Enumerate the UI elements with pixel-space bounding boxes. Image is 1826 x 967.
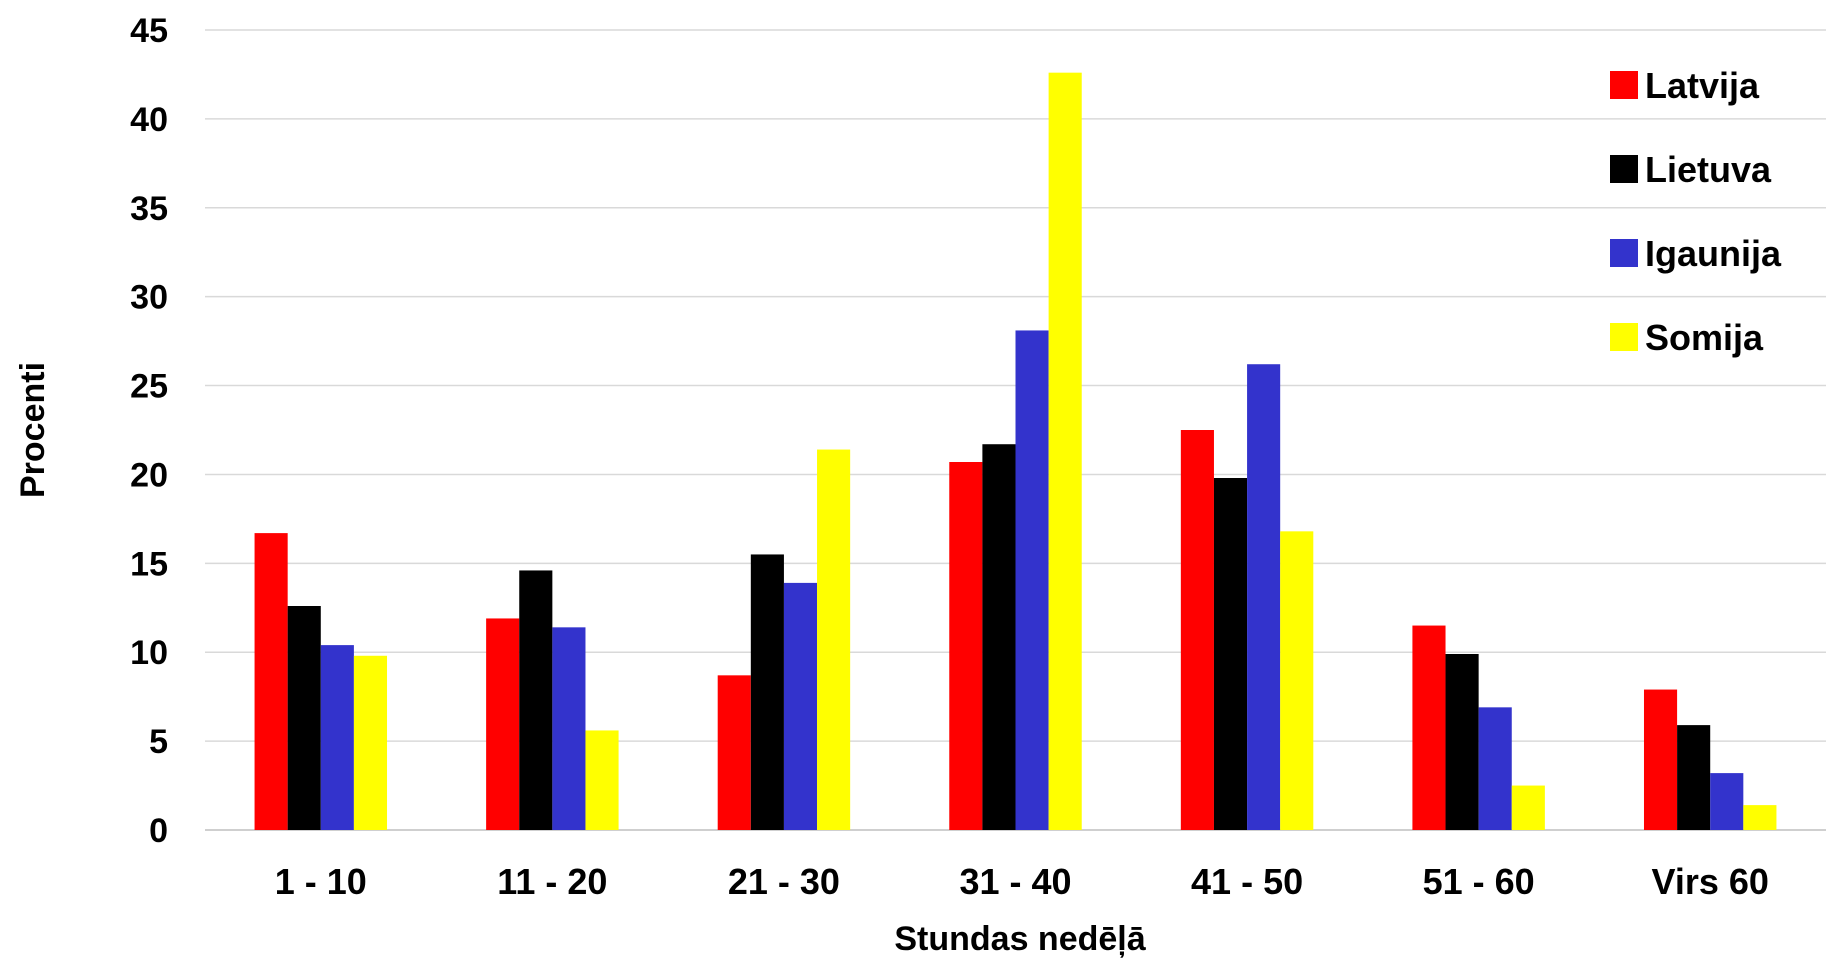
y-axis-label: Procenti — [14, 362, 52, 498]
bar-igaunija-6 — [1478, 707, 1512, 830]
bars — [254, 72, 1777, 830]
bar-somija-1 — [353, 655, 388, 830]
x-tick-label: 11 - 20 — [497, 861, 607, 902]
y-axis-ticks: 0 5 10 15 20 25 30 35 40 45 — [130, 12, 168, 850]
legend-label-igaunija: Igaunija — [1645, 233, 1782, 274]
bar-lietuva-3 — [750, 554, 784, 830]
legend-swatch-lietuva — [1610, 155, 1638, 183]
y-tick-label: 10 — [130, 634, 168, 672]
y-tick-label: 45 — [130, 12, 168, 50]
bar-lietuva-6 — [1445, 654, 1479, 830]
bar-igaunija-1 — [320, 645, 354, 830]
legend-label-latvija: Latvija — [1645, 65, 1760, 106]
y-tick-label: 20 — [130, 456, 168, 494]
y-tick-label: 0 — [149, 812, 168, 850]
bar-somija-4 — [1048, 72, 1082, 830]
bar-igaunija-3 — [783, 582, 818, 830]
bar-latvija-4 — [949, 462, 983, 830]
x-tick-label: 41 - 50 — [1191, 861, 1303, 902]
y-tick-label: 5 — [149, 723, 168, 761]
x-axis-label: Stundas nedēļā — [894, 920, 1146, 958]
bar-igaunija-2 — [552, 627, 586, 830]
y-tick-label: 25 — [130, 368, 168, 406]
y-tick-label: 40 — [130, 101, 168, 139]
bar-somija-2 — [585, 730, 619, 830]
y-tick-label: 15 — [130, 545, 168, 583]
y-tick-label: 30 — [130, 279, 168, 317]
legend-label-lietuva: Lietuva — [1645, 149, 1772, 190]
bar-somija-3 — [817, 449, 851, 830]
legend-label-somija: Somija — [1645, 317, 1764, 358]
bar-latvija-5 — [1180, 430, 1214, 830]
bar-lietuva-4 — [982, 444, 1016, 830]
x-tick-label: Virs 60 — [1651, 861, 1768, 902]
x-tick-label: 51 - 60 — [1423, 861, 1535, 902]
bar-lietuva-5 — [1213, 478, 1248, 830]
bar-igaunija-4 — [1015, 330, 1049, 830]
bar-somija-7 — [1743, 805, 1777, 830]
legend-swatch-igaunija — [1610, 239, 1638, 267]
legend-swatch-latvija — [1610, 71, 1638, 99]
bar-somija-5 — [1280, 531, 1314, 830]
legend: Latvija Lietuva Igaunija Somija — [1610, 65, 1782, 358]
bar-lietuva-1 — [287, 606, 321, 830]
x-axis-ticks: 1 - 10 11 - 20 21 - 30 31 - 40 41 - 50 51 - 6… — [275, 861, 1769, 902]
legend-swatch-somija — [1610, 323, 1638, 351]
bar-lietuva-7 — [1677, 725, 1711, 830]
x-tick-label: 1 - 10 — [275, 861, 367, 902]
bar-latvija-6 — [1412, 625, 1446, 830]
bar-lietuva-2 — [519, 570, 553, 830]
bar-somija-6 — [1511, 785, 1545, 830]
y-tick-label: 35 — [130, 190, 168, 228]
bar-latvija-2 — [486, 618, 520, 830]
bar-latvija-7 — [1643, 689, 1678, 830]
bar-latvija-1 — [254, 533, 288, 830]
x-tick-label: 31 - 40 — [959, 861, 1071, 902]
x-tick-label: 21 - 30 — [728, 861, 840, 902]
bar-igaunija-7 — [1710, 773, 1744, 830]
bar-igaunija-5 — [1247, 364, 1281, 830]
bar-latvija-3 — [717, 675, 751, 830]
